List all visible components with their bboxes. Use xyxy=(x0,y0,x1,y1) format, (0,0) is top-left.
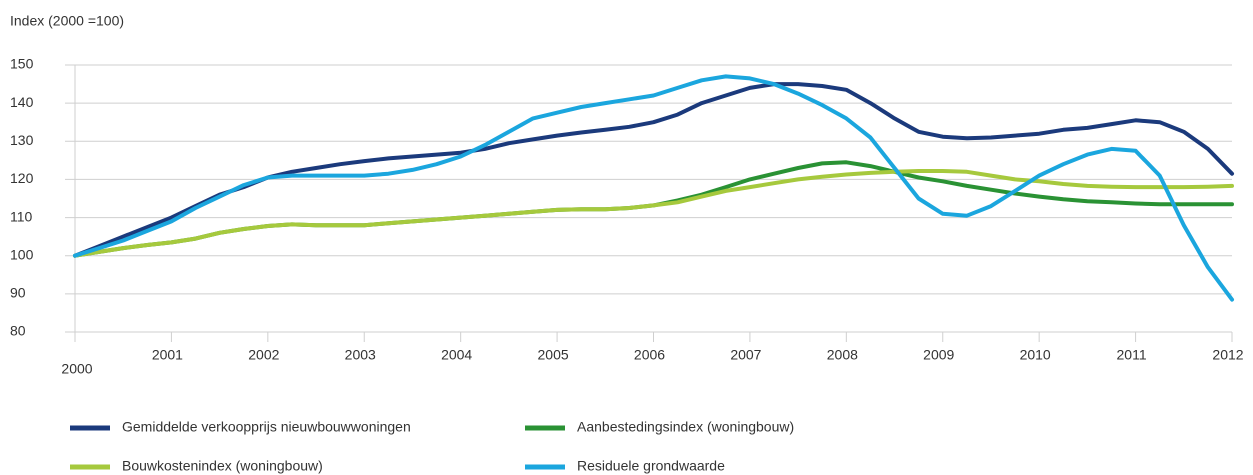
series-line xyxy=(73,169,1234,258)
x-tick-label: 2006 xyxy=(634,347,665,363)
x-tick-label: 2001 xyxy=(152,347,183,363)
x-tick-label: 2010 xyxy=(1020,347,1051,363)
legend-label: Residuele grondwaarde xyxy=(577,458,725,474)
x-tick-label: 2005 xyxy=(538,347,569,363)
x-tick-label: 2000 xyxy=(61,361,92,377)
y-tick-label: 150 xyxy=(10,56,34,72)
x-tick-label: 2004 xyxy=(441,347,472,363)
x-tick-label: 2008 xyxy=(827,347,858,363)
x-tick-label: 2007 xyxy=(730,347,761,363)
x-tick-label: 2011 xyxy=(1117,347,1147,363)
y-tick-label: 80 xyxy=(10,323,26,339)
y-tick-label: 90 xyxy=(10,285,26,301)
legend-label: Gemiddelde verkoopprijs nieuwbouwwoninge… xyxy=(122,419,411,435)
x-tick-label: 2012 xyxy=(1212,347,1243,363)
y-tick-label: 140 xyxy=(10,94,34,110)
series-line xyxy=(73,160,1234,258)
y-tick-label: 110 xyxy=(10,208,33,224)
y-axis-label: Index (2000 =100) xyxy=(10,13,124,29)
y-tick-label: 120 xyxy=(10,170,34,186)
legend-label: Aanbestedingsindex (woningbouw) xyxy=(577,419,794,435)
y-tick-label: 100 xyxy=(10,246,34,262)
x-tick-label: 2009 xyxy=(923,347,954,363)
y-tick-label: 130 xyxy=(10,132,34,148)
legend-label: Bouwkostenindex (woningbouw) xyxy=(122,458,323,474)
series-line xyxy=(73,74,1234,302)
x-tick-label: 2002 xyxy=(248,347,279,363)
x-tick-label: 2003 xyxy=(345,347,376,363)
